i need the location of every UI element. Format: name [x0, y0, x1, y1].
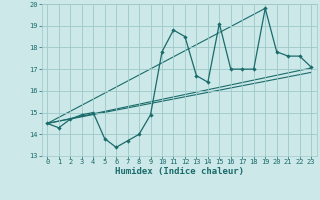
- X-axis label: Humidex (Indice chaleur): Humidex (Indice chaleur): [115, 167, 244, 176]
